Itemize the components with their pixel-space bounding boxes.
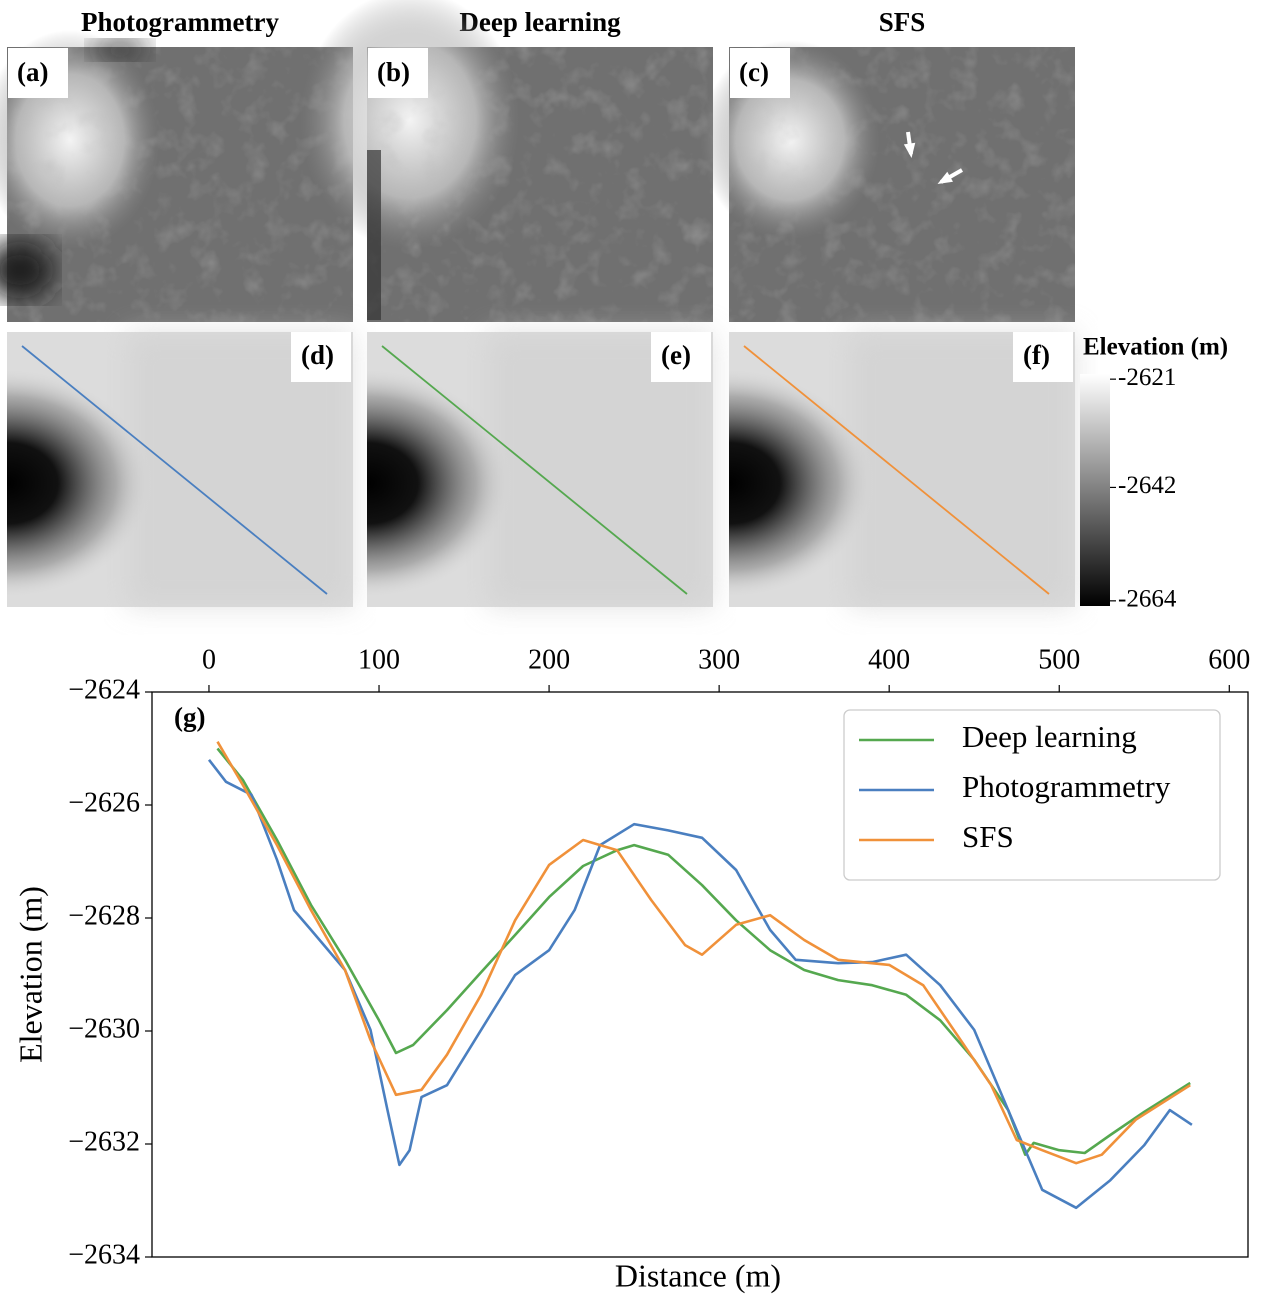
panel-label: (a) <box>17 57 48 87</box>
y-tick-label: −2630 <box>68 1013 140 1044</box>
label-box <box>651 332 711 382</box>
plot-frame <box>151 691 1249 1258</box>
x-tick-label: 200 <box>528 644 570 675</box>
column-title: SFS <box>879 7 926 37</box>
map-panels: Photogrammetry(a)(d)Deep learning(b)(e)S… <box>0 0 1228 613</box>
legend-label: Photogrammetry <box>962 769 1171 804</box>
panel-label: (f) <box>1023 340 1050 370</box>
label-box <box>368 48 428 98</box>
annotation: (g) <box>174 702 205 732</box>
label-box <box>730 48 790 98</box>
elevation-image <box>7 332 353 607</box>
label-box <box>1013 332 1073 382</box>
series-line <box>216 741 1191 1165</box>
y-tick-label: −2628 <box>68 900 140 931</box>
legend-label: Deep learning <box>962 719 1137 754</box>
panel-label: (b) <box>377 57 410 87</box>
column-title: Photogrammetry <box>81 7 279 37</box>
profile-line <box>743 345 1050 595</box>
x-tick-label: 500 <box>1038 644 1080 675</box>
x-tick-label: 300 <box>698 644 740 675</box>
label-box <box>8 48 68 98</box>
label-box <box>291 332 351 382</box>
y-tick-label: −2634 <box>68 1239 140 1270</box>
panel-label: (c) <box>739 57 769 87</box>
arrow-head <box>903 142 916 158</box>
y-tick-label: −2632 <box>68 1126 140 1157</box>
arrow-head <box>937 171 953 184</box>
colorbar-tick-label: -2664 <box>1118 586 1177 613</box>
x-tick-label: 0 <box>202 644 216 675</box>
profile-chart: 0 100 200 300 400 500 600 −2624 −2626 −2628 −2630 −… <box>12 644 1250 1293</box>
series-line <box>207 759 1193 1210</box>
colorbar-tick-label: -2642 <box>1118 472 1176 499</box>
colorbar <box>1080 374 1110 606</box>
y-axis-label: Elevation (m) <box>12 886 48 1063</box>
panel-label: (e) <box>661 340 691 370</box>
x-tick-label: 600 <box>1208 644 1250 675</box>
panel-label: (d) <box>301 340 334 370</box>
x-tick-label: 400 <box>868 644 910 675</box>
shaded-relief-image <box>300 0 713 322</box>
dark-edge <box>367 150 381 320</box>
x-tick-label: 100 <box>358 644 400 675</box>
profile-line <box>21 345 328 595</box>
dark-patch <box>0 240 55 300</box>
legend-box <box>843 709 1221 881</box>
x-axis-label: Distance (m) <box>615 1257 781 1293</box>
profile-line <box>381 345 688 595</box>
shaded-relief-image <box>0 30 353 322</box>
dark-patch <box>90 40 150 60</box>
y-tick-label: −2626 <box>68 787 140 818</box>
colorbar-title: Elevation (m) <box>1083 334 1228 361</box>
y-tick-label: −2624 <box>68 674 140 705</box>
legend-label: SFS <box>962 819 1014 854</box>
colorbar-tick-label: -2621 <box>1118 364 1176 391</box>
